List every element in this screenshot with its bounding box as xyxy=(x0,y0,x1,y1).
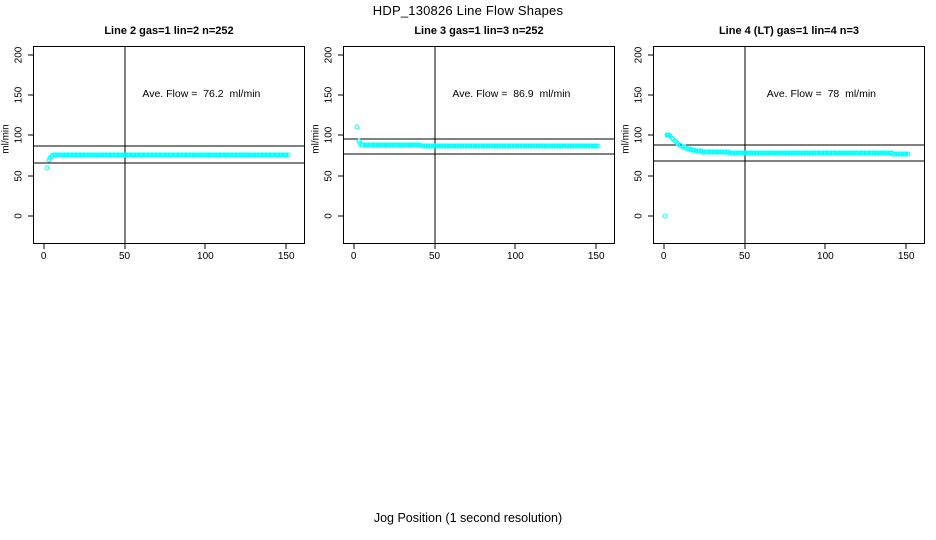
x-axis-tick xyxy=(824,243,826,249)
x-axis-tick-label: 100 xyxy=(817,251,834,262)
y-axis-tick-label: 100 xyxy=(633,127,645,144)
plot-area: Ave. Flow = 76.2 ml/min 0 50 100 150 200 0 50 1… xyxy=(14,46,305,262)
x-axis-tick-label: 50 xyxy=(738,251,751,262)
main-title: HDP_130826 Line Flow Shapes xyxy=(372,3,564,18)
y-axis-tick xyxy=(338,215,344,217)
y-axis-tick xyxy=(28,215,34,217)
reference-vline xyxy=(744,47,746,243)
y-axis-tick xyxy=(28,94,34,96)
x-axis-tick-label: 150 xyxy=(587,251,605,262)
y-axis-tick xyxy=(28,54,34,56)
reference-hline xyxy=(34,145,304,147)
ave-flow-annotation: Ave. Flow = 86.9 ml/min xyxy=(452,88,571,101)
data-point xyxy=(285,152,291,158)
y-axis-tick-label: 200 xyxy=(323,46,335,64)
x-axis-tick xyxy=(514,243,516,249)
data-point xyxy=(662,213,668,219)
panel-line-3: Line 3 gas=1 lin=3 n=252 ml/min Ave. Flo… xyxy=(311,25,615,262)
data-point xyxy=(595,143,601,149)
x-axis-tick xyxy=(353,243,355,249)
x-axis-label: Jog Position (1 second resolution) xyxy=(373,511,563,525)
y-axis-tick-label: 50 xyxy=(13,169,25,182)
x-axis-tick xyxy=(124,243,126,249)
x-axis-tick xyxy=(905,243,907,249)
y-axis-tick xyxy=(648,94,654,96)
data-point xyxy=(44,165,50,170)
x-axis-tick xyxy=(595,243,597,249)
panel-line-4-lt: Line 4 (LT) gas=1 lin=4 n=3 ml/min Ave. … xyxy=(621,25,925,262)
y-axis-label: ml/min xyxy=(0,124,12,154)
y-axis-tick-label: 150 xyxy=(323,86,335,104)
x-axis-tick-label: 150 xyxy=(897,251,915,262)
y-axis-tick xyxy=(648,175,654,177)
y-axis-tick xyxy=(648,54,654,56)
reference-hline xyxy=(344,153,614,155)
y-axis-tick xyxy=(648,215,654,217)
y-axis-label: ml/min xyxy=(620,124,632,154)
y-axis-tick xyxy=(338,94,344,96)
y-axis-tick xyxy=(338,134,344,136)
y-axis-tick xyxy=(648,134,654,136)
y-axis-tick xyxy=(338,175,344,177)
x-axis-tick-label: 150 xyxy=(277,251,295,262)
ave-flow-annotation: Ave. Flow = 78 ml/min xyxy=(766,88,877,101)
plot-area: Ave. Flow = 86.9 ml/min 0 50 100 150 200 0 50 1… xyxy=(324,46,615,262)
reference-vline xyxy=(124,47,126,243)
y-axis-tick xyxy=(28,175,34,177)
x-axis-tick-label: 50 xyxy=(118,251,131,262)
x-axis-tick xyxy=(434,243,436,249)
y-axis-tick-label: 200 xyxy=(633,46,645,64)
panel-title: Line 4 (LT) gas=1 lin=4 n=3 xyxy=(718,25,860,37)
reference-hline xyxy=(654,144,924,146)
y-axis-tick-label: 0 xyxy=(13,212,25,219)
x-axis-tick xyxy=(285,243,287,249)
x-axis-tick xyxy=(663,243,665,249)
y-axis-tick-label: 0 xyxy=(323,212,335,219)
plot-area: Ave. Flow = 78 ml/min 0 50 100 150 200 0 50 100… xyxy=(634,46,925,262)
x-axis-tick-label: 50 xyxy=(428,251,441,262)
y-axis-label: ml/min xyxy=(310,124,322,154)
y-axis-tick-label: 100 xyxy=(13,127,25,144)
x-axis-tick xyxy=(43,243,45,249)
x-axis-tick xyxy=(204,243,206,249)
ave-flow-annotation: Ave. Flow = 76.2 ml/min xyxy=(142,88,261,101)
y-axis-tick-label: 0 xyxy=(633,212,645,219)
y-axis-tick-label: 100 xyxy=(323,127,335,144)
x-axis-tick-label: 0 xyxy=(350,251,357,262)
data-point xyxy=(905,151,911,157)
y-axis-tick xyxy=(28,134,34,136)
x-axis-tick-label: 100 xyxy=(197,251,214,262)
x-axis-tick-label: 0 xyxy=(660,251,667,262)
y-axis-tick-label: 50 xyxy=(323,169,335,182)
y-axis-tick-label: 50 xyxy=(633,169,645,182)
reference-hline xyxy=(34,162,304,164)
x-axis-tick-label: 100 xyxy=(507,251,524,262)
panel-title: Line 3 gas=1 lin=3 n=252 xyxy=(414,25,544,37)
y-axis-tick xyxy=(338,54,344,56)
y-axis-tick-label: 150 xyxy=(13,86,25,104)
reference-hline xyxy=(654,160,924,162)
data-point xyxy=(354,124,360,130)
panel-title: Line 2 gas=1 lin=2 n=252 xyxy=(104,25,234,37)
y-axis-tick-label: 200 xyxy=(13,46,25,64)
x-axis-tick-label: 0 xyxy=(40,251,47,262)
x-axis-tick xyxy=(744,243,746,249)
y-axis-tick-label: 150 xyxy=(633,86,645,104)
panel-line-2: Line 2 gas=1 lin=2 n=252 ml/min Ave. Flo… xyxy=(1,25,305,262)
reference-hline xyxy=(344,138,614,140)
